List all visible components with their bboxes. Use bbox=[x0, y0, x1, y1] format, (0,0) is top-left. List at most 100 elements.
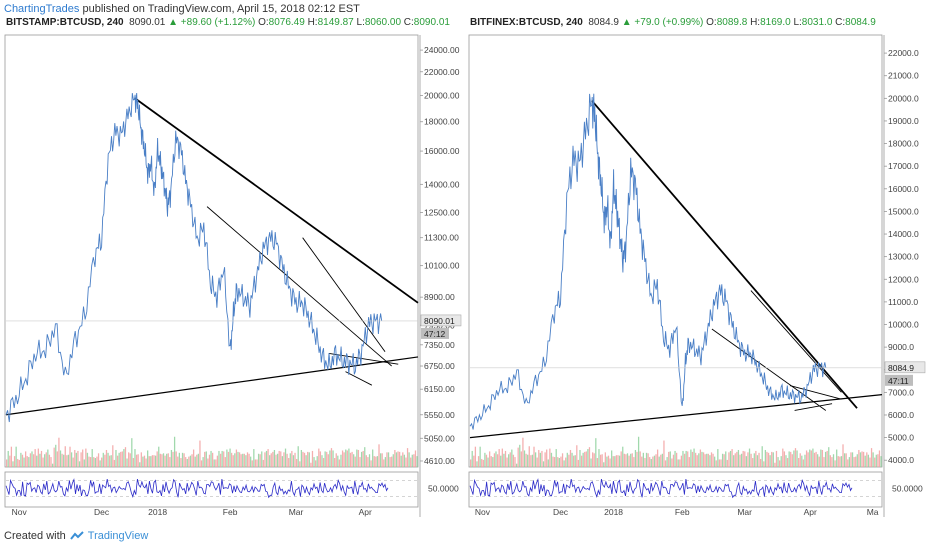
volume-bar bbox=[192, 449, 195, 467]
volume-bar bbox=[150, 456, 152, 467]
chart-svg[interactable]: 24000.00 22000.00 20000.00 18000.00 16000.00… bbox=[2, 17, 462, 522]
volume-bar bbox=[97, 453, 100, 467]
volume-bar bbox=[101, 457, 103, 467]
volume-bar bbox=[691, 451, 694, 467]
volume-bar bbox=[316, 456, 318, 467]
volume-bar bbox=[821, 449, 824, 467]
volume-bar bbox=[40, 450, 43, 468]
volume-bar bbox=[67, 454, 70, 467]
volume-bar bbox=[132, 458, 135, 467]
volume-bar bbox=[313, 457, 315, 467]
volume-bar bbox=[824, 451, 827, 467]
y-tick-label: 6000.0 bbox=[888, 410, 914, 420]
x-tick-label: Mar bbox=[289, 507, 304, 517]
volume-bar bbox=[330, 448, 333, 467]
volume-bar bbox=[707, 453, 709, 467]
volume-bar bbox=[348, 448, 350, 467]
volume-bar bbox=[866, 452, 868, 467]
volume-bar bbox=[109, 455, 111, 467]
footer: Created with TradingView bbox=[4, 530, 148, 542]
volume-bar bbox=[288, 458, 290, 467]
volume-bar bbox=[582, 452, 584, 467]
volume-bar bbox=[224, 457, 226, 467]
volume-bar bbox=[91, 449, 93, 468]
volume-bar bbox=[731, 449, 733, 468]
price-pane-frame bbox=[4, 34, 419, 468]
volume-bar bbox=[515, 463, 518, 467]
volume-bar bbox=[801, 455, 803, 467]
volume-bar bbox=[527, 454, 529, 467]
volume-bar bbox=[508, 454, 510, 467]
volume-bar bbox=[299, 461, 301, 467]
volume-bar bbox=[20, 452, 22, 467]
change-text: +89.60 (+1.12%) bbox=[180, 17, 256, 28]
y-tick-label: 18000.0 bbox=[888, 139, 919, 149]
volume-bar bbox=[603, 462, 605, 467]
volume-bar bbox=[378, 444, 380, 467]
volume-bar bbox=[370, 460, 372, 467]
volume-bar bbox=[124, 447, 127, 467]
author-link[interactable]: ChartingTrades bbox=[4, 3, 80, 15]
volume-bar bbox=[850, 452, 852, 467]
volume-bar bbox=[577, 459, 580, 467]
x-tick-label: Feb bbox=[675, 507, 690, 517]
volume-bar bbox=[682, 450, 684, 468]
rsi-line bbox=[5, 478, 389, 499]
volume-bar bbox=[338, 459, 341, 467]
volume-bar bbox=[752, 458, 754, 467]
volume-bar bbox=[26, 456, 28, 467]
volume-bar bbox=[557, 457, 559, 467]
volume-bar bbox=[561, 453, 564, 467]
volume-bar bbox=[248, 453, 250, 467]
volume-bar bbox=[44, 454, 46, 467]
volume-bar bbox=[245, 455, 247, 467]
volume-bar bbox=[528, 446, 530, 467]
volume-bar bbox=[51, 463, 54, 467]
volume-bar bbox=[118, 452, 120, 467]
volume-bar bbox=[509, 452, 511, 467]
volume-bar bbox=[140, 452, 142, 467]
volume-bar bbox=[630, 453, 632, 467]
volume-bar bbox=[292, 455, 295, 467]
volume-bar bbox=[614, 456, 616, 467]
volume-bar bbox=[302, 451, 304, 467]
volume-bar bbox=[723, 454, 725, 467]
volume-bar bbox=[742, 450, 744, 468]
volume-bar bbox=[7, 450, 9, 468]
volume-bar bbox=[617, 455, 619, 467]
volume-bar bbox=[272, 451, 274, 467]
volume-bar bbox=[588, 447, 591, 467]
chart-svg[interactable]: 22000.0 21000.0 20000.0 19000.0 18000.0 17000… bbox=[466, 17, 926, 522]
volume-bar bbox=[376, 456, 379, 467]
volume-bar bbox=[134, 449, 136, 468]
volume-bar bbox=[481, 458, 483, 467]
rsi-line bbox=[469, 478, 853, 499]
volume-bar bbox=[832, 454, 835, 467]
volume-bar bbox=[829, 455, 831, 467]
volume-bar bbox=[303, 452, 306, 467]
volume-bar bbox=[386, 452, 388, 467]
volume-bar bbox=[289, 453, 291, 467]
volume-bar bbox=[580, 455, 583, 467]
tradingview-link[interactable]: TradingView bbox=[87, 530, 149, 542]
y-tick-label: 4000.0 bbox=[888, 455, 914, 465]
volume-bar bbox=[859, 452, 862, 467]
volume-bar bbox=[862, 451, 865, 467]
low-label: L: bbox=[356, 17, 365, 28]
volume-bar bbox=[240, 454, 242, 467]
volume-bar bbox=[777, 457, 779, 467]
volume-bar bbox=[504, 450, 507, 468]
volume-bar bbox=[213, 459, 215, 467]
x-tick-label: Apr bbox=[359, 507, 372, 517]
volume-bar bbox=[511, 449, 513, 467]
volume-bar bbox=[321, 455, 323, 467]
volume-bar bbox=[783, 451, 786, 467]
volume-bar bbox=[828, 447, 830, 467]
volume-bar bbox=[851, 452, 854, 467]
symbol-label[interactable]: BITFINEX:BTCUSD, 240 bbox=[470, 17, 583, 28]
symbol-label[interactable]: BITSTAMP:BTCUSD, 240 bbox=[6, 17, 124, 28]
volume-bar bbox=[628, 455, 630, 467]
trendline bbox=[794, 403, 833, 411]
volume-bar bbox=[661, 453, 664, 467]
volume-bar bbox=[530, 455, 532, 467]
